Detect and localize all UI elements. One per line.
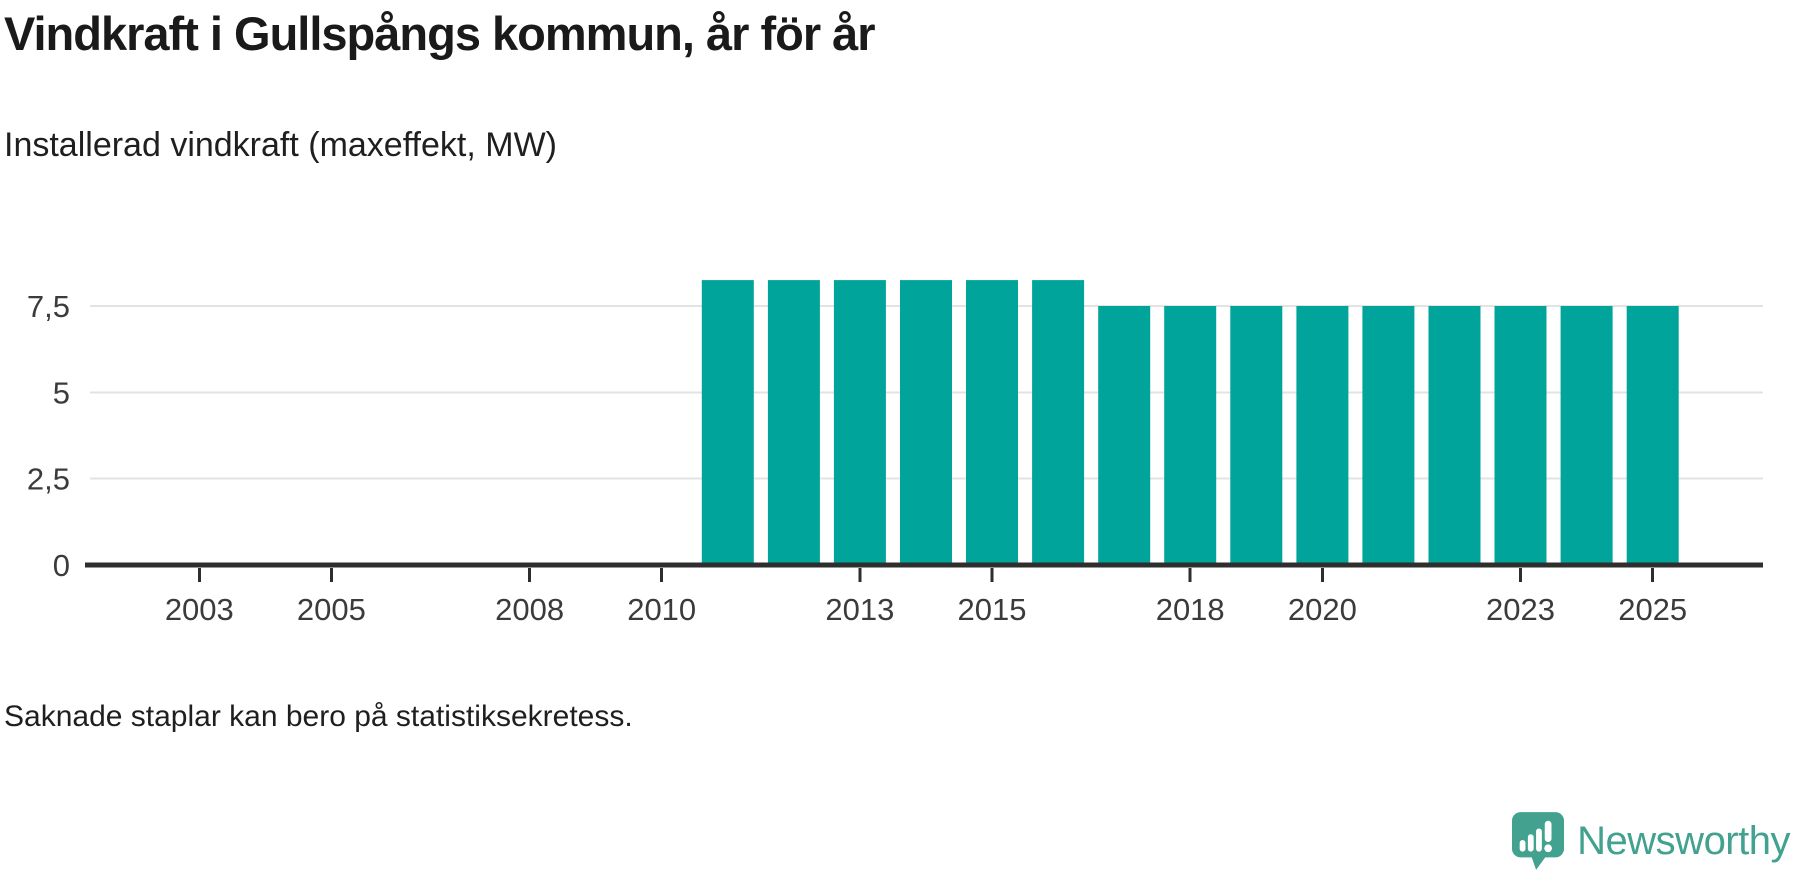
x-tick-label-2008: 2008 [495,592,564,627]
y-tick-label-2,5: 2,5 [27,462,70,497]
bar-2025 [1626,306,1679,565]
bar-2015 [966,280,1018,565]
x-tick-label-2010: 2010 [627,592,696,627]
bar-2024 [1560,306,1613,565]
exclamation-glyph [1544,820,1553,853]
x-tick-label-2018: 2018 [1156,592,1225,627]
x-tick-label-2023: 2023 [1486,592,1555,627]
x-tick-label-2025: 2025 [1618,592,1687,627]
x-tick-label-2013: 2013 [825,592,894,627]
bar-2014 [900,280,952,565]
newsworthy-logo: Newsworthy [1511,811,1790,871]
newsworthy-wordmark: Newsworthy [1577,819,1790,863]
y-tick-label-0: 0 [53,548,70,583]
x-tick-label-2020: 2020 [1288,592,1357,627]
bar-2017 [1098,306,1151,565]
x-tick-label-2015: 2015 [958,592,1027,627]
y-tick-label-7,5: 7,5 [27,289,70,324]
bar-2013 [833,280,886,565]
x-tick-label-2005: 2005 [297,592,366,627]
bar-2012 [767,280,820,565]
bar-2023 [1494,306,1547,565]
bar-2018 [1164,306,1217,565]
y-tick-label-5: 5 [53,375,70,410]
newsworthy-icon [1512,812,1565,870]
chart-subtitle: Installerad vindkraft (maxeffekt, MW) [4,126,557,164]
bar-chart: 2003 2005 2008 2010 2013 2015 2018 2020 2023 2025… [27,280,1763,627]
bar-2019 [1230,306,1283,565]
bar-2011 [701,280,754,565]
bar-2016 [1032,280,1085,565]
bar-2021 [1362,306,1415,565]
bar-chart-glyph [1519,828,1543,852]
bar-2022 [1428,306,1481,565]
x-tick-label-2003: 2003 [165,592,234,627]
footnote: Saknade staplar kan bero på statistiksek… [4,700,633,733]
bar-2020 [1296,306,1349,565]
chart-title: Vindkraft i Gullspångs kommun, år för år [4,7,876,60]
